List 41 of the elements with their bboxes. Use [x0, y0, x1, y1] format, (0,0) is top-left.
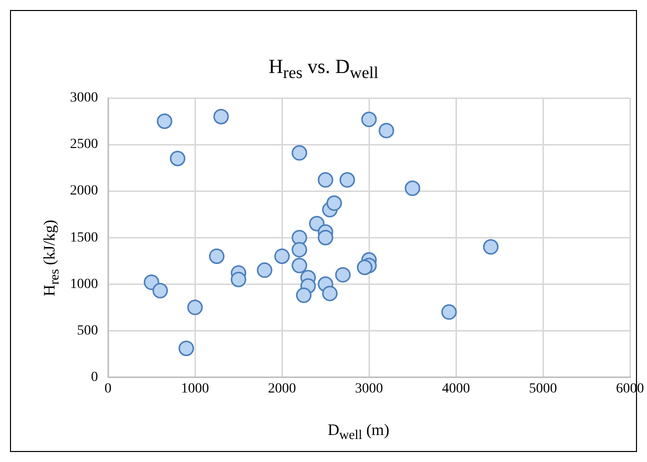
point [404, 180, 420, 196]
y-tick-label: 1000 [70, 276, 98, 292]
point [178, 340, 194, 356]
x-tick-label: 0 [104, 381, 112, 396]
x-axis-title: D$_{well}$ (m) [326, 422, 390, 444]
point [152, 282, 168, 298]
point [378, 122, 394, 138]
point [187, 300, 203, 316]
point [170, 150, 186, 166]
x-tick-label: 3000 [355, 381, 383, 396]
point [209, 248, 224, 264]
point [292, 242, 308, 258]
y-tick-label: 500 [77, 323, 98, 338]
point [326, 195, 342, 211]
x-tick-label: 4000 [442, 381, 470, 396]
point [322, 286, 338, 302]
chart-title: H$_{res}$ vs. D$_{well}$ [268, 56, 380, 83]
point [213, 108, 229, 124]
point [296, 288, 312, 304]
y-tick-label: 1500 [70, 230, 98, 246]
y-tick-label: 0 [91, 370, 98, 385]
y-tick-label: 2000 [70, 184, 98, 199]
point [318, 172, 334, 188]
point [483, 239, 499, 255]
point [356, 260, 372, 276]
point [274, 248, 290, 264]
x-tick-label: 5000 [529, 381, 557, 396]
point [156, 114, 172, 130]
point [335, 267, 351, 283]
y-tick-label: 2500 [70, 137, 98, 152]
point [292, 258, 308, 274]
point [441, 304, 457, 320]
y-tick-label: 3000 [70, 90, 98, 106]
point [340, 172, 355, 188]
x-tick-label: 2000 [268, 381, 296, 396]
point [256, 262, 272, 278]
point [230, 272, 246, 288]
point [318, 230, 334, 246]
x-tick-label: 1000 [181, 381, 209, 396]
point [361, 112, 377, 128]
point [292, 145, 308, 161]
